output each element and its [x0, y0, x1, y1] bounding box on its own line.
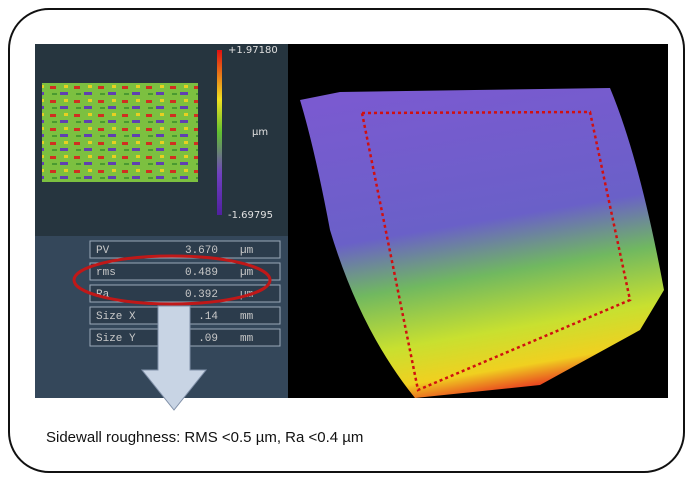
row-unit: mm — [240, 311, 254, 323]
row-value: .14 — [198, 311, 218, 323]
row-value: 0.489 — [185, 267, 218, 279]
row-label: rms — [96, 267, 116, 279]
row-unit: mm — [240, 333, 254, 345]
row-value: .09 — [198, 333, 218, 345]
scale-min: -1.69795 — [228, 210, 273, 221]
row-unit: µm — [240, 267, 254, 279]
row-label: Size Y — [96, 333, 136, 345]
figure: +1.97180 µm -1.69795 PV3.670µmrms0.489µm… — [0, 0, 693, 482]
row-unit: µm — [240, 245, 254, 257]
row-label: PV — [96, 245, 110, 257]
height-map — [42, 83, 198, 182]
scale-max: +1.97180 — [228, 45, 278, 56]
row-label: Size X — [96, 311, 136, 323]
row-value: 0.392 — [185, 289, 218, 301]
color-scale — [217, 50, 222, 215]
scale-unit: µm — [252, 127, 268, 138]
caption: Sidewall roughness: RMS <0.5 µm, Ra <0.4… — [46, 429, 363, 446]
